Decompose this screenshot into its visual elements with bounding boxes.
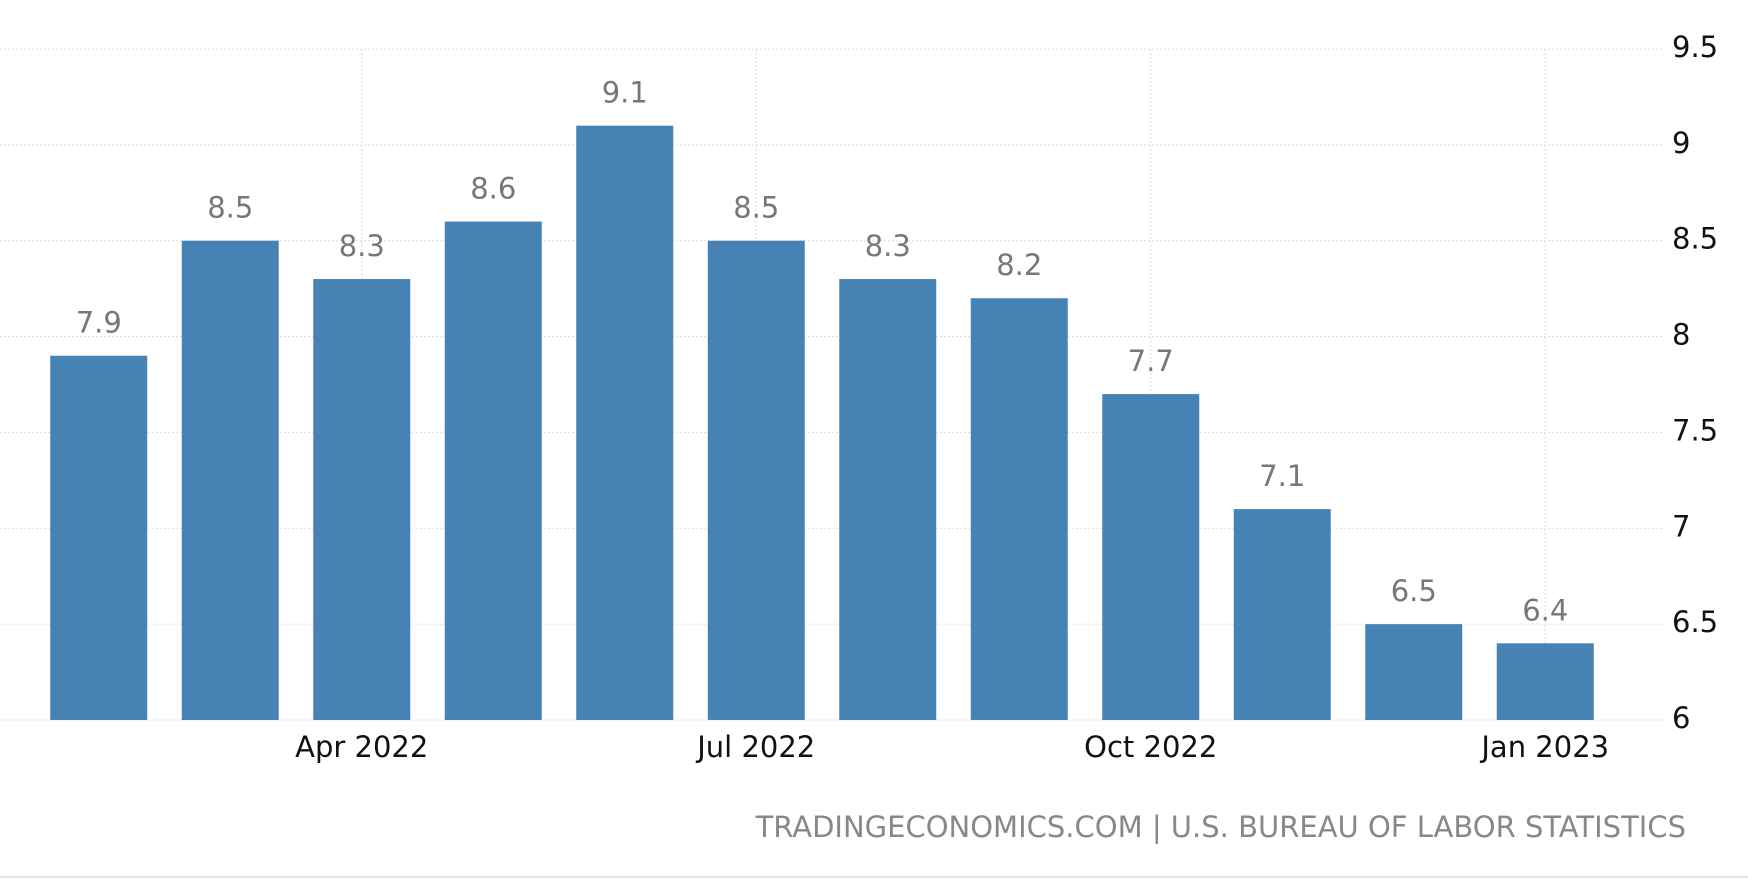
bar bbox=[181, 240, 279, 720]
value-label: 8.6 bbox=[470, 172, 516, 206]
bar bbox=[970, 298, 1068, 720]
y-tick-label: 8.5 bbox=[1672, 222, 1718, 256]
bar bbox=[839, 279, 937, 720]
value-label: 6.5 bbox=[1391, 574, 1437, 608]
bar bbox=[1102, 394, 1200, 720]
bar bbox=[444, 221, 542, 721]
y-tick-label: 6.5 bbox=[1672, 605, 1718, 639]
x-tick-label: Apr 2022 bbox=[295, 730, 428, 764]
y-tick-label: 9.5 bbox=[1672, 30, 1718, 64]
value-label: 9.1 bbox=[602, 76, 648, 110]
x-tick-label: Oct 2022 bbox=[1084, 730, 1217, 764]
value-label: 8.2 bbox=[996, 248, 1042, 282]
x-tick-label: Jan 2023 bbox=[1479, 730, 1609, 764]
value-label: 7.1 bbox=[1259, 459, 1305, 493]
value-label: 8.3 bbox=[339, 229, 385, 263]
bar bbox=[576, 125, 674, 720]
bar bbox=[1496, 643, 1594, 720]
value-label: 7.9 bbox=[76, 306, 122, 340]
value-label: 8.3 bbox=[865, 229, 911, 263]
bar bbox=[1233, 509, 1331, 720]
bar bbox=[1365, 624, 1463, 720]
bar bbox=[50, 355, 148, 720]
y-tick-label: 7 bbox=[1672, 509, 1690, 543]
bar bbox=[313, 279, 411, 720]
value-label: 7.7 bbox=[1128, 344, 1174, 378]
y-tick-label: 8 bbox=[1672, 318, 1690, 352]
value-label: 8.5 bbox=[207, 191, 253, 225]
x-tick-label: Jul 2022 bbox=[695, 730, 815, 764]
y-tick-label: 9 bbox=[1672, 126, 1690, 160]
bar bbox=[707, 240, 805, 720]
value-label: 6.4 bbox=[1522, 593, 1568, 627]
source: TRADINGECONOMICS.COM | U.S. BUREAU OF LA… bbox=[755, 810, 1686, 844]
value-label: 8.5 bbox=[733, 191, 779, 225]
y-tick-label: 6 bbox=[1672, 701, 1690, 735]
y-tick-label: 7.5 bbox=[1672, 413, 1718, 447]
